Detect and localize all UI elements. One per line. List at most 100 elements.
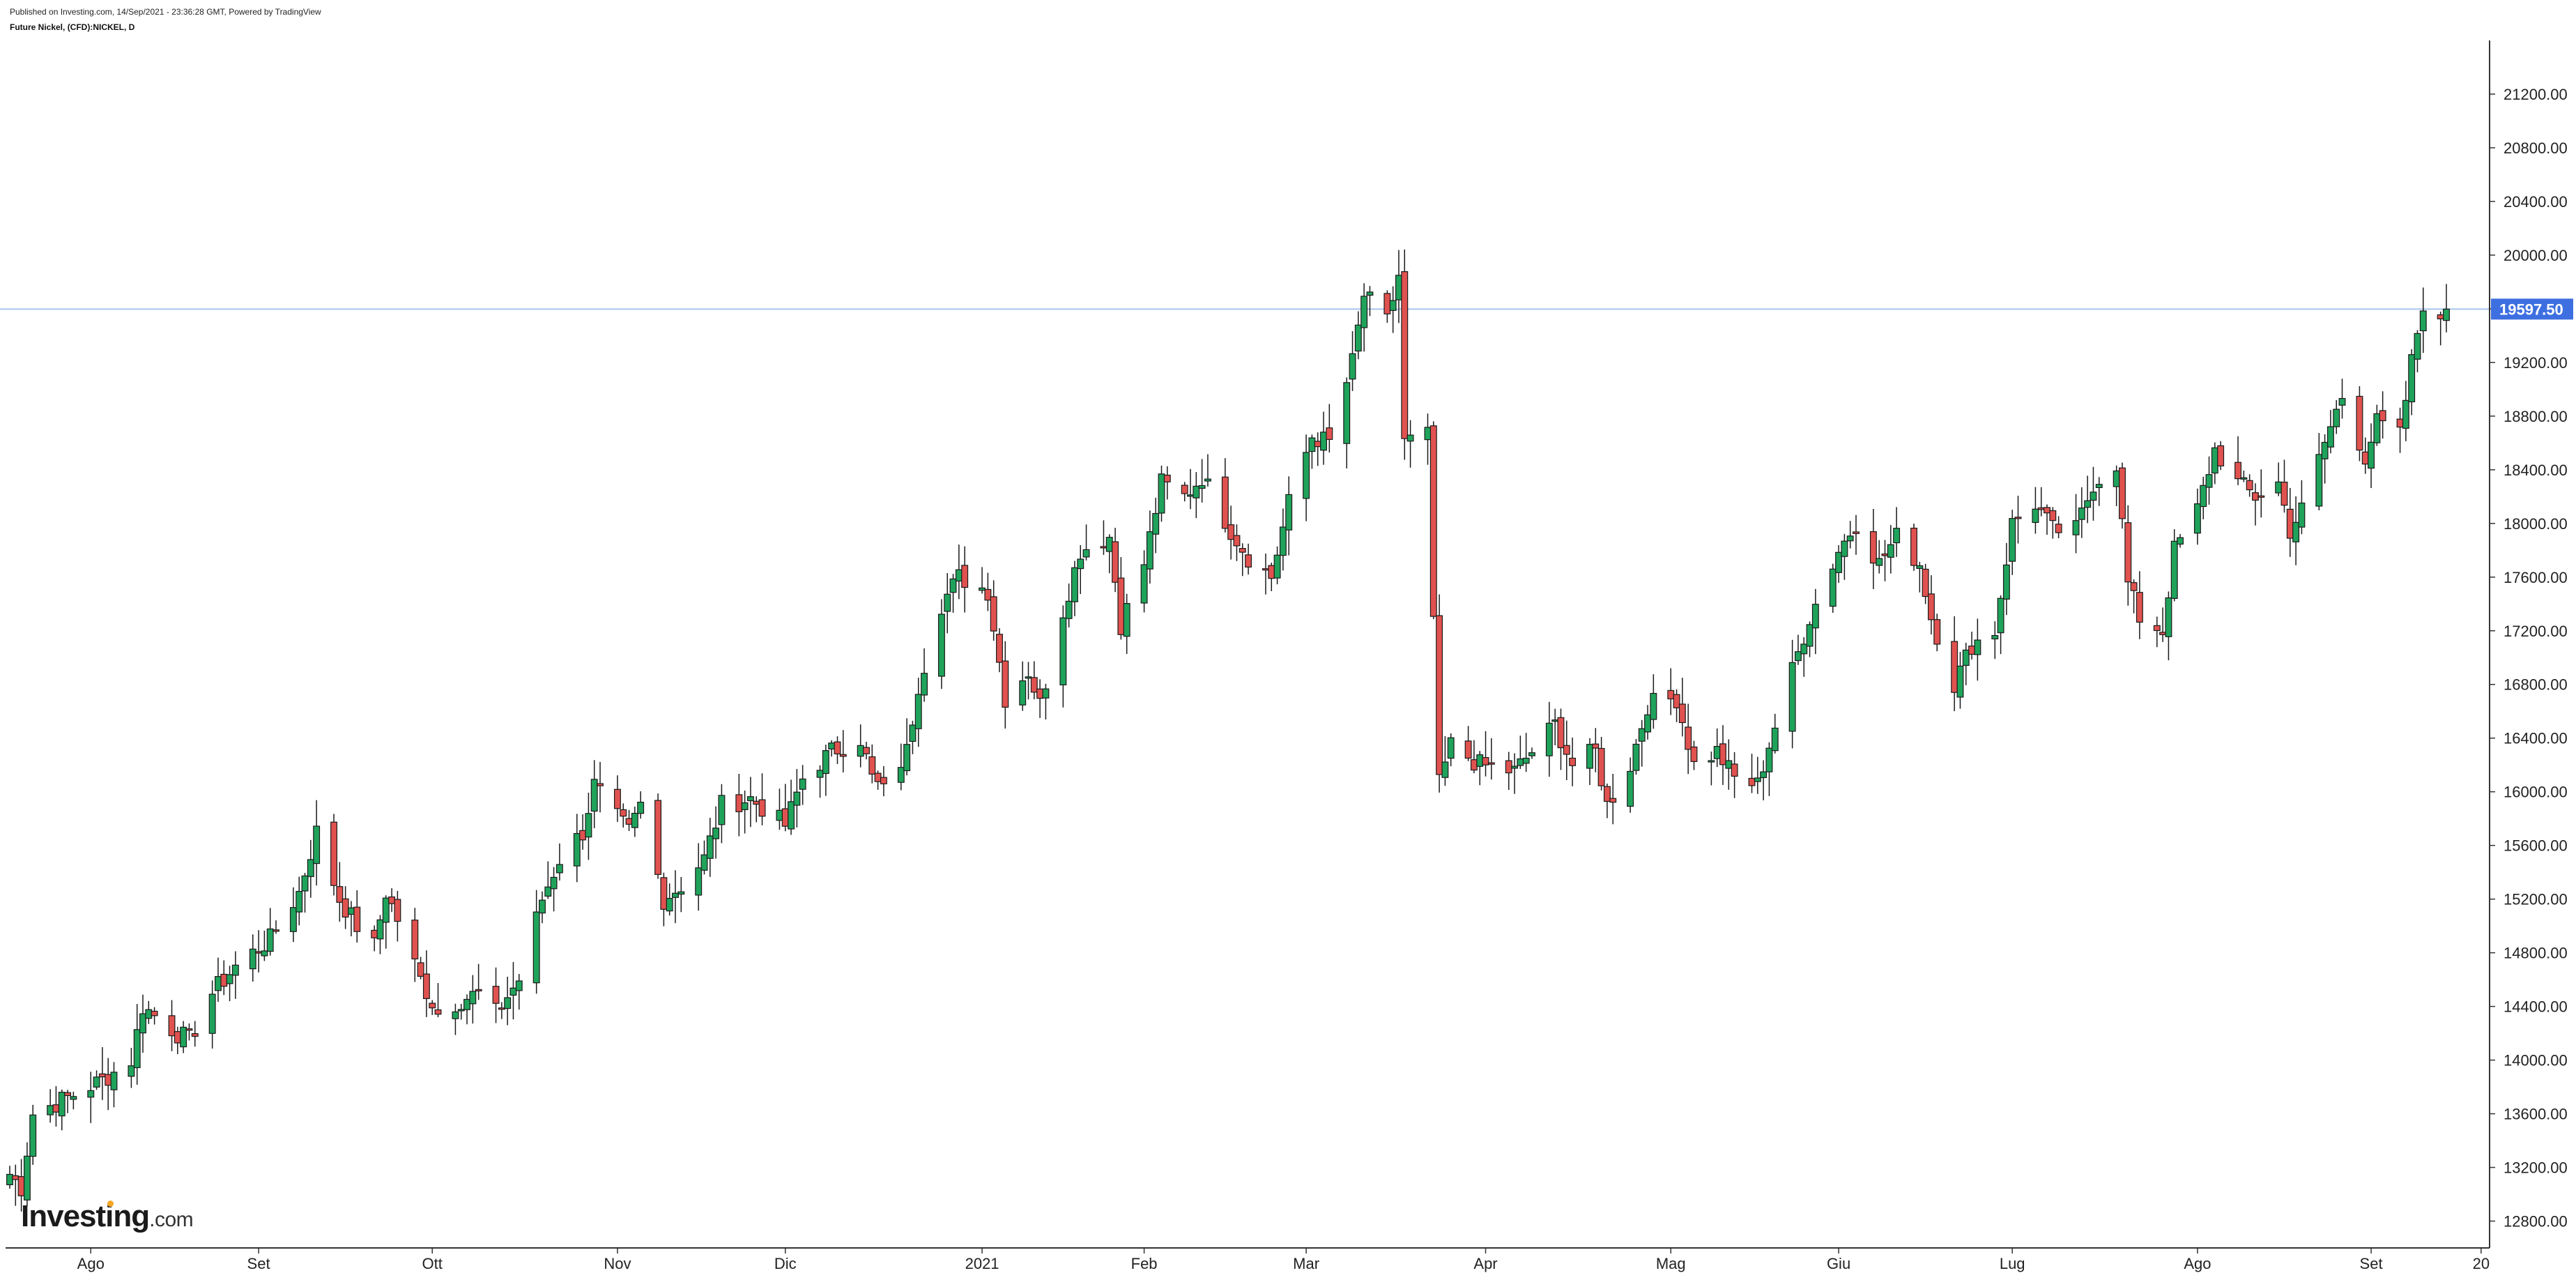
- candle: [1117, 557, 1125, 640]
- candle-body-down: [422, 973, 430, 999]
- candle-body-up: [266, 928, 274, 952]
- candle-body-up: [585, 813, 592, 838]
- candle-body-down: [1401, 271, 1409, 439]
- y-tick-label: 18400.00: [2504, 462, 2568, 479]
- candle: [863, 742, 870, 760]
- candle-body-up: [1441, 761, 1449, 778]
- candle: [1395, 250, 1402, 323]
- candle: [1227, 505, 1235, 560]
- candle: [1800, 637, 1808, 677]
- candle: [1002, 641, 1009, 729]
- candle: [1308, 434, 1316, 469]
- candle-body-down: [597, 783, 604, 786]
- x-axis: Ago Set Ott Nov Dic 2021 Feb Mar Apr Mag Giu Lug Ago…: [6, 1247, 2490, 1272]
- y-tick-label: 20000.00: [2504, 247, 2568, 264]
- y-tick-label: 13600.00: [2504, 1106, 2568, 1123]
- candle-body-down: [1436, 615, 1443, 775]
- candle: [2286, 487, 2294, 557]
- candle-body-down: [1673, 694, 1680, 708]
- candle: [2280, 459, 2288, 513]
- candle: [2044, 504, 2050, 535]
- candle-body-up: [1708, 760, 1715, 763]
- candle: [1140, 550, 1148, 613]
- candle: [857, 724, 864, 768]
- candle: [1569, 737, 1577, 786]
- candle-body-down: [151, 1010, 158, 1016]
- candle-body-down: [174, 1031, 181, 1044]
- candle-body-up: [2373, 413, 2381, 443]
- candle-body-up: [231, 964, 239, 976]
- candle: [2246, 474, 2253, 497]
- candle: [2298, 480, 2306, 535]
- candle-body-down: [880, 777, 887, 784]
- x-tick-label: Ott: [422, 1255, 443, 1272]
- candle-body-down: [984, 588, 992, 601]
- candle-body-up: [1788, 662, 1796, 732]
- candle-body-down: [2246, 480, 2253, 491]
- candle-body-up: [672, 892, 679, 898]
- candle: [1262, 554, 1269, 595]
- candle-body-up: [550, 876, 558, 890]
- candle: [1650, 674, 1657, 729]
- candle: [2009, 510, 2016, 575]
- candle-body-up: [1517, 758, 1524, 766]
- candle-body-down: [191, 1033, 199, 1037]
- candle-body-up: [539, 899, 546, 914]
- y-tick-label: 13200.00: [2504, 1159, 2568, 1177]
- candle-body-up: [1887, 544, 1894, 558]
- candle: [2356, 386, 2363, 462]
- x-tick-label: Dic: [774, 1255, 797, 1272]
- candle-body-up: [1105, 537, 1113, 552]
- candle-body-down: [1748, 777, 1756, 786]
- candle-body-up: [1204, 478, 1211, 482]
- candle: [93, 1070, 100, 1090]
- candle: [1522, 733, 1530, 772]
- y-tick-label: 14400.00: [2504, 998, 2568, 1016]
- candle: [2321, 434, 2329, 484]
- candle: [1071, 561, 1078, 616]
- candle: [180, 1021, 187, 1053]
- candle-body-down: [388, 896, 396, 904]
- y-tick-label: 16400.00: [2504, 730, 2568, 747]
- candle: [255, 930, 263, 973]
- candle: [1406, 420, 1414, 468]
- candle: [937, 599, 945, 689]
- candle: [949, 574, 957, 613]
- candle-body-down: [839, 754, 847, 757]
- candle-body-down: [735, 794, 743, 812]
- candle: [1545, 701, 1553, 777]
- candle: [753, 796, 760, 823]
- candle: [1105, 534, 1113, 574]
- published-note: Published on Investing.com, 14/Sep/2021 …: [10, 7, 321, 17]
- candle-body-up: [1771, 727, 1779, 752]
- candle-body-down: [1030, 677, 1038, 693]
- candle-body-up: [180, 1026, 187, 1048]
- candle-body-down: [2044, 507, 2050, 514]
- candle-body-down: [625, 818, 633, 825]
- candle-body-down: [1927, 593, 1935, 620]
- candle-body-up: [2113, 470, 2120, 487]
- candle-body-up: [1158, 473, 1165, 514]
- candle: [1869, 509, 1877, 590]
- candle-body-up: [1956, 665, 1964, 698]
- candle-body-down: [2217, 445, 2225, 466]
- y-tick-label: 14800.00: [2504, 945, 2568, 962]
- candle-body-up: [532, 911, 540, 984]
- candle-body-down: [1968, 646, 1976, 655]
- candle-body-up: [1962, 649, 1970, 666]
- candle-body-up: [1152, 512, 1160, 535]
- candle: [1487, 738, 1495, 780]
- candle-body-up: [2443, 308, 2450, 321]
- candle: [613, 775, 621, 822]
- candle-body-down: [1685, 726, 1692, 750]
- candle-body-down: [2055, 524, 2062, 533]
- candle: [353, 890, 361, 943]
- candle-body-down: [1036, 688, 1044, 699]
- candle: [1754, 756, 1761, 794]
- candle: [504, 976, 512, 1026]
- candle: [539, 891, 546, 924]
- candle: [1303, 434, 1310, 521]
- candle-body-up: [2177, 537, 2184, 545]
- candle-body-up: [1806, 624, 1814, 647]
